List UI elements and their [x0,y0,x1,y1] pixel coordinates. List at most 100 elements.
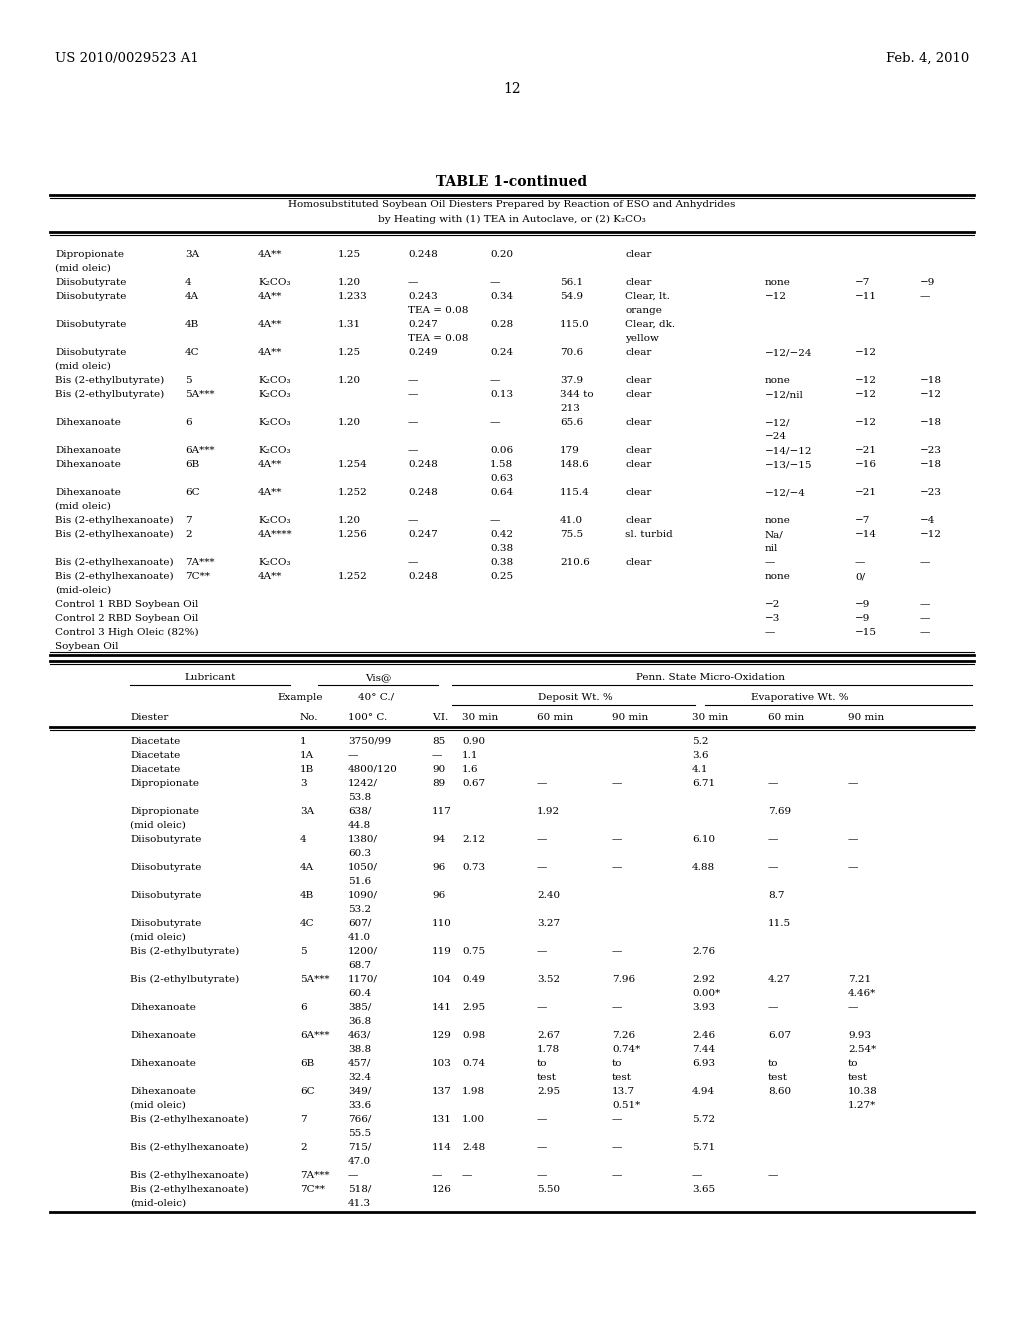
Text: 7A***: 7A*** [300,1171,330,1180]
Text: 148.6: 148.6 [560,459,590,469]
Text: clear: clear [625,488,651,498]
Text: 137: 137 [432,1086,452,1096]
Text: Diacetate: Diacetate [130,751,180,760]
Text: 115.4: 115.4 [560,488,590,498]
Text: 7C**: 7C** [300,1185,325,1195]
Text: —: — [490,516,501,525]
Text: test: test [537,1073,557,1082]
Text: 4A**: 4A** [258,292,283,301]
Text: 607/: 607/ [348,919,372,928]
Text: —: — [612,1171,623,1180]
Text: 0/: 0/ [855,572,865,581]
Text: (mid oleic): (mid oleic) [130,933,186,942]
Text: −12/−4: −12/−4 [765,488,806,498]
Text: none: none [765,516,791,525]
Text: none: none [765,572,791,581]
Text: orange: orange [625,306,662,315]
Text: 0.24: 0.24 [490,348,513,356]
Text: —: — [408,446,419,455]
Text: Bis (2-ethylhexanoate): Bis (2-ethylhexanoate) [55,572,174,581]
Text: none: none [765,279,791,286]
Text: 1.20: 1.20 [338,516,361,525]
Text: 179: 179 [560,446,580,455]
Text: TEA = 0.08: TEA = 0.08 [408,306,468,315]
Text: 1.27*: 1.27* [848,1101,877,1110]
Text: Clear, lt.: Clear, lt. [625,292,670,301]
Text: 1170/: 1170/ [348,975,378,983]
Text: —: — [432,751,442,760]
Text: V.I.: V.I. [432,713,449,722]
Text: 1.252: 1.252 [338,488,368,498]
Text: 2.46: 2.46 [692,1031,715,1040]
Text: 4B: 4B [300,891,314,900]
Text: 103: 103 [432,1059,452,1068]
Text: Penn. State Micro-Oxidation: Penn. State Micro-Oxidation [636,673,784,682]
Text: Diisobutyrate: Diisobutyrate [130,836,202,843]
Text: −9: −9 [855,614,870,623]
Text: Bis (2-ethylbutyrate): Bis (2-ethylbutyrate) [55,389,164,399]
Text: 715/: 715/ [348,1143,372,1152]
Text: Bis (2-ethylhexanoate): Bis (2-ethylhexanoate) [130,1143,249,1152]
Text: −16: −16 [855,459,877,469]
Text: 2.95: 2.95 [537,1086,560,1096]
Text: test: test [768,1073,788,1082]
Text: 2: 2 [300,1143,306,1152]
Text: —: — [537,1171,548,1180]
Text: —: — [462,1171,472,1180]
Text: Dipropionate: Dipropionate [130,779,199,788]
Text: 85: 85 [432,737,445,746]
Text: Diisobutyrate: Diisobutyrate [130,919,202,928]
Text: 4.46*: 4.46* [848,989,877,998]
Text: 385/: 385/ [348,1003,372,1012]
Text: 0.75: 0.75 [462,946,485,956]
Text: 0.73: 0.73 [462,863,485,873]
Text: −24: −24 [765,432,787,441]
Text: 8.60: 8.60 [768,1086,792,1096]
Text: 96: 96 [432,863,445,873]
Text: 53.2: 53.2 [348,906,371,913]
Text: —: — [768,1171,778,1180]
Text: Soybean Oil: Soybean Oil [55,642,119,651]
Text: K₂CO₃: K₂CO₃ [258,279,291,286]
Text: —: — [408,418,419,426]
Text: Diisobutyrate: Diisobutyrate [55,348,126,356]
Text: 6: 6 [185,418,191,426]
Text: K₂CO₃: K₂CO₃ [258,446,291,455]
Text: 4B: 4B [185,319,200,329]
Text: Bis (2-ethylbutyrate): Bis (2-ethylbutyrate) [130,946,240,956]
Text: 55.5: 55.5 [348,1129,371,1138]
Text: Dihexanoate: Dihexanoate [55,459,121,469]
Text: 0.42: 0.42 [490,531,513,539]
Text: (mid oleic): (mid oleic) [130,1101,186,1110]
Text: 7.96: 7.96 [612,975,635,983]
Text: 60.3: 60.3 [348,849,371,858]
Text: Bis (2-ethylbutyrate): Bis (2-ethylbutyrate) [130,975,240,985]
Text: −11: −11 [855,292,877,301]
Text: 117: 117 [432,807,452,816]
Text: Diisobutyrate: Diisobutyrate [130,863,202,873]
Text: K₂CO₃: K₂CO₃ [258,389,291,399]
Text: 9.93: 9.93 [848,1031,871,1040]
Text: 54.9: 54.9 [560,292,583,301]
Text: 6.10: 6.10 [692,836,715,843]
Text: 2.54*: 2.54* [848,1045,877,1053]
Text: −12/−24: −12/−24 [765,348,812,356]
Text: 7.69: 7.69 [768,807,792,816]
Text: 0.49: 0.49 [462,975,485,983]
Text: 4C: 4C [300,919,314,928]
Text: —: — [537,836,548,843]
Text: 38.8: 38.8 [348,1045,371,1053]
Text: Feb. 4, 2010: Feb. 4, 2010 [886,51,969,65]
Text: —: — [348,1171,358,1180]
Text: 3.6: 3.6 [692,751,709,760]
Text: 6B: 6B [300,1059,314,1068]
Text: −9: −9 [855,601,870,609]
Text: −7: −7 [855,516,870,525]
Text: 3750/99: 3750/99 [348,737,391,746]
Text: 1.254: 1.254 [338,459,368,469]
Text: —: — [408,516,419,525]
Text: 2.40: 2.40 [537,891,560,900]
Text: 4.1: 4.1 [692,766,709,774]
Text: −12: −12 [920,389,942,399]
Text: —: — [848,863,858,873]
